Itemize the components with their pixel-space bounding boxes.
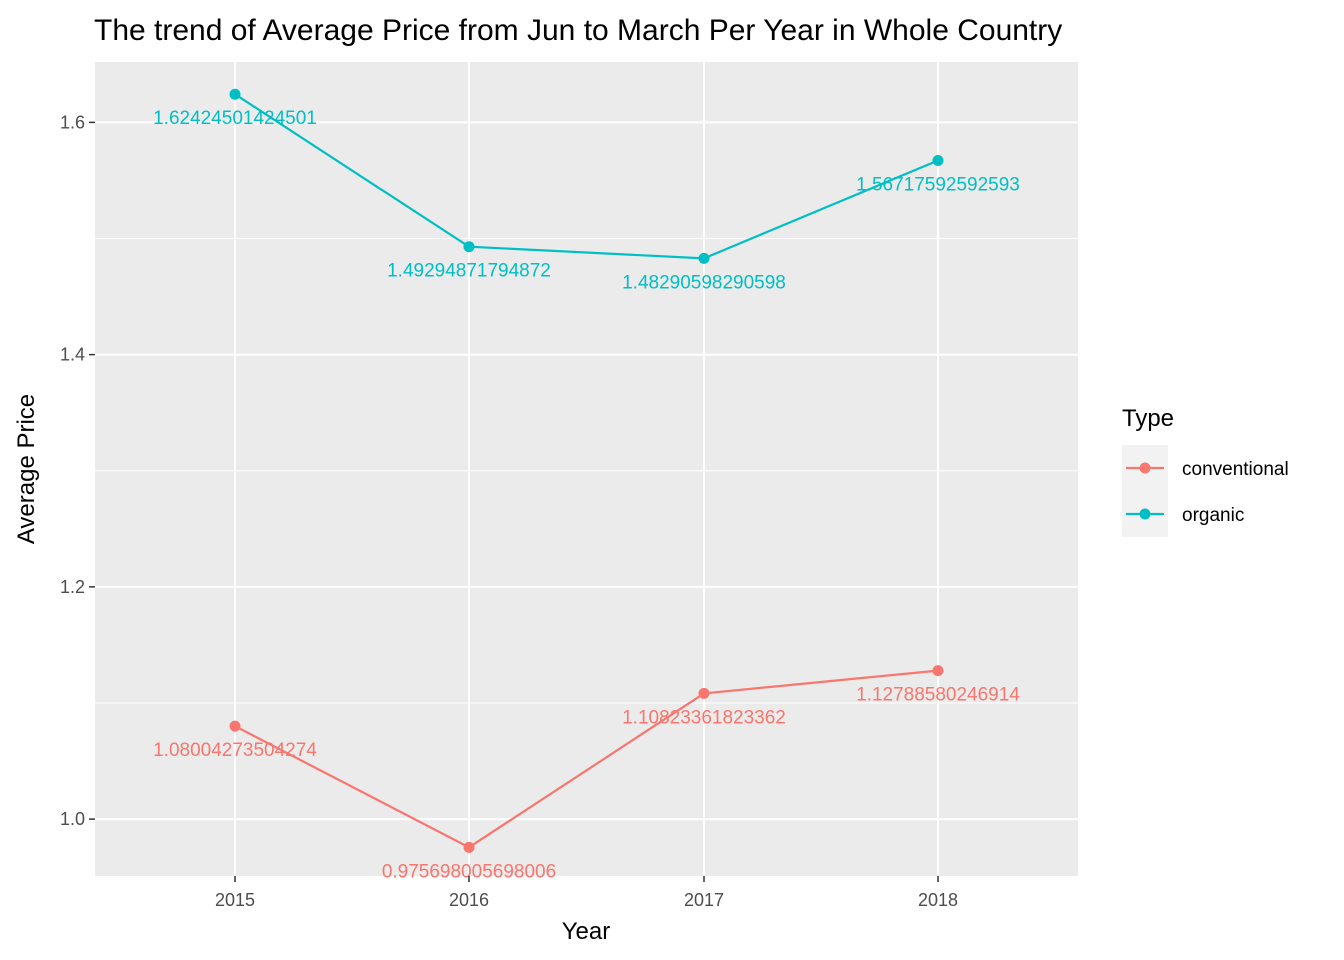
grid-lines — [95, 62, 1078, 876]
y-tick-label: 1.6 — [60, 112, 85, 132]
data-point-organic — [698, 252, 710, 264]
plot-panel — [95, 62, 1078, 876]
x-tick-label: 2016 — [449, 890, 489, 910]
y-tick-label: 1.2 — [60, 577, 85, 597]
series-line-organic — [234, 93, 939, 260]
data-label-organic: 1.48290598290598 — [622, 272, 786, 293]
data-point-conventional — [229, 720, 241, 732]
legend-key-point — [1139, 462, 1151, 474]
data-point-conventional — [698, 687, 710, 699]
x-tick-label: 2015 — [215, 890, 255, 910]
data-point-organic — [463, 241, 475, 253]
data-label-organic: 1.56717592592593 — [856, 174, 1020, 195]
chart-title: The trend of Average Price from Jun to M… — [94, 14, 1062, 47]
data-point-conventional — [932, 665, 944, 677]
axis-ticks: 1.0 1.2 1.4 1.6 2015 2016 2017 2018 — [60, 112, 958, 910]
data-label-conventional: 1.12788580246914 — [856, 685, 1020, 706]
legend-label-conventional: conventional — [1182, 459, 1289, 480]
data-point-organic — [229, 88, 241, 100]
data-point-conventional — [463, 841, 475, 853]
x-tick-label: 2018 — [918, 890, 958, 910]
series-layer — [229, 88, 944, 853]
y-tick-label: 1.4 — [60, 345, 85, 365]
data-point-organic — [932, 154, 944, 166]
x-tick-label: 2017 — [684, 890, 724, 910]
data-label-conventional: 0.975698005698006 — [382, 861, 556, 882]
data-label-organic: 1.49294871794872 — [387, 261, 551, 282]
legend-label-organic: organic — [1182, 505, 1244, 526]
legend: Type conventional organic — [1122, 405, 1289, 537]
data-label-organic: 1.62424501424501 — [153, 108, 317, 129]
data-labels: 1.08004273504274 0.975698005698006 1.10823… — [153, 108, 1020, 882]
y-tick-label: 1.0 — [60, 809, 85, 829]
y-axis-title: Average Price — [13, 394, 40, 544]
legend-title: Type — [1122, 405, 1174, 432]
legend-key-point — [1139, 508, 1151, 520]
data-label-conventional: 1.08004273504274 — [153, 740, 317, 761]
x-axis-title: Year — [562, 918, 611, 945]
series-line-conventional — [234, 669, 939, 849]
data-label-conventional: 1.10823361823362 — [622, 707, 786, 728]
